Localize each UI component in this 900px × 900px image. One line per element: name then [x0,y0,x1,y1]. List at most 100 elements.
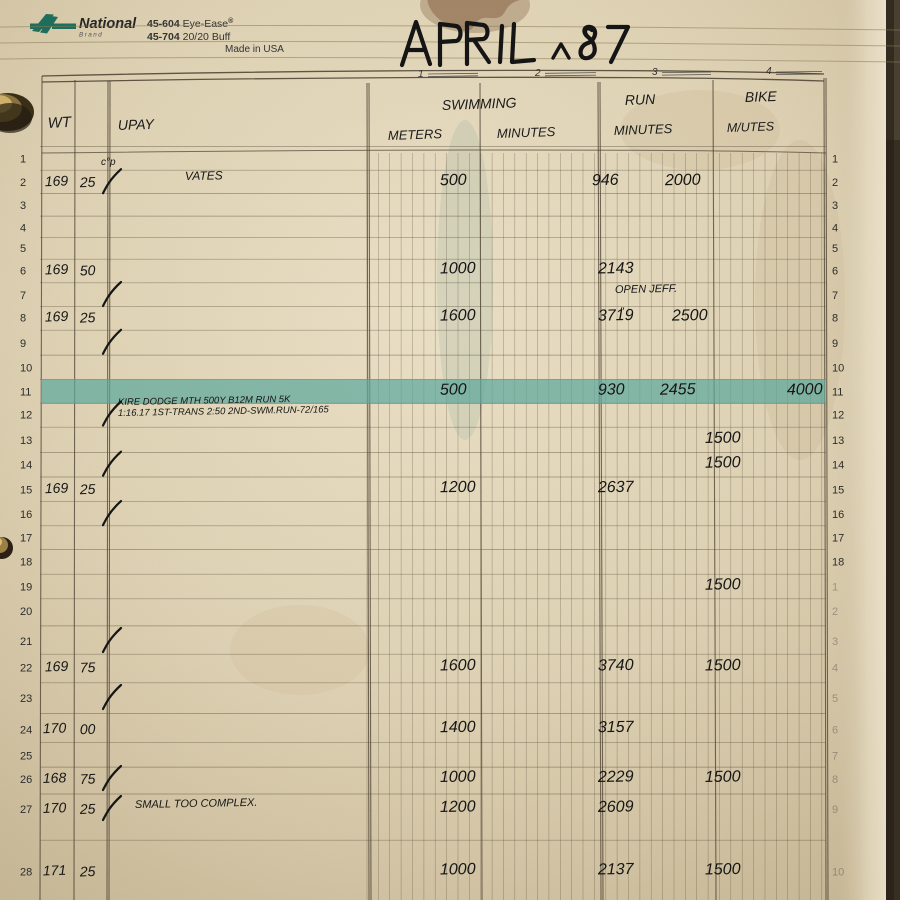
svg-text:6: 6 [832,266,838,278]
svg-text:1500: 1500 [705,768,741,786]
svg-text:16: 16 [832,509,844,521]
svg-text:169: 169 [45,479,69,496]
svg-text:3: 3 [832,636,838,648]
svg-text:170: 170 [43,719,67,736]
svg-text:3719: 3719 [598,307,634,325]
svg-text:9: 9 [832,804,838,816]
svg-text:11: 11 [20,387,31,399]
svg-text:5: 5 [832,243,838,255]
svg-text:170: 170 [43,799,67,816]
svg-text:500: 500 [440,381,467,398]
svg-text:9: 9 [832,338,838,350]
svg-text:UPAY: UPAY [118,116,156,133]
svg-text:13: 13 [832,435,844,447]
svg-text:169: 169 [45,308,69,325]
svg-text:75: 75 [80,659,96,676]
svg-text:6: 6 [20,266,26,278]
svg-text:15: 15 [832,484,844,496]
svg-text:SWIMMING: SWIMMING [442,94,517,113]
svg-text:27: 27 [20,804,32,816]
svg-text:8: 8 [832,774,838,786]
svg-text:2637: 2637 [597,479,635,497]
svg-text:8: 8 [20,313,26,325]
svg-text:17: 17 [832,533,844,545]
svg-text:169: 169 [45,261,69,278]
svg-text:14: 14 [20,460,32,472]
svg-text:75: 75 [80,770,96,787]
svg-text:12: 12 [832,410,844,422]
svg-text:OPEN JEFF.: OPEN JEFF. [615,283,677,296]
svg-text:1500: 1500 [705,861,741,879]
svg-text:1: 1 [832,153,838,165]
svg-text:10: 10 [832,362,844,374]
svg-text:Brand: Brand [79,32,103,39]
svg-text:Made in USA: Made in USA [225,44,284,55]
svg-text:25: 25 [79,309,96,326]
svg-text:26: 26 [20,774,32,786]
svg-text:18: 18 [832,557,844,569]
svg-text:7: 7 [832,290,838,302]
svg-text:1600: 1600 [440,307,476,325]
svg-text:RUN: RUN [625,91,657,108]
svg-text:22: 22 [20,663,32,675]
svg-text:2000: 2000 [664,172,701,190]
svg-text:20: 20 [20,606,32,618]
svg-text:21: 21 [20,636,32,648]
svg-text:2229: 2229 [597,768,634,786]
svg-text:169: 169 [45,658,69,675]
svg-text:MINUTES: MINUTES [614,121,673,138]
svg-text:1500: 1500 [705,657,741,675]
svg-text:10: 10 [20,362,32,374]
svg-text:MINUTES: MINUTES [497,124,556,141]
svg-text:4: 4 [20,222,26,234]
svg-text:1600: 1600 [440,657,476,675]
svg-text:10: 10 [832,867,844,879]
svg-text:VATES: VATES [185,168,223,183]
svg-text:5: 5 [832,693,838,705]
svg-text:2: 2 [20,177,26,189]
svg-text:9: 9 [20,338,26,350]
svg-text:169: 169 [45,172,69,189]
svg-text:SMALL TOO COMPLEX.: SMALL TOO COMPLEX. [135,797,258,811]
svg-text:National: National [79,16,137,32]
svg-text:2137: 2137 [597,861,635,879]
svg-text:45-604 Eye-Ease®: 45-604 Eye-Ease® [147,17,234,30]
svg-text:171: 171 [43,862,67,879]
svg-text:1: 1 [20,153,26,165]
svg-text:2609: 2609 [597,798,634,816]
svg-text:1000: 1000 [440,861,476,879]
svg-text:500: 500 [440,172,467,189]
svg-text:6: 6 [832,724,838,736]
svg-text:1000: 1000 [440,260,476,278]
svg-text:4: 4 [832,222,838,234]
svg-text:1000: 1000 [440,768,476,786]
svg-text:15: 15 [20,484,32,496]
svg-text:2: 2 [832,606,838,618]
svg-text:5: 5 [20,243,26,255]
svg-text:WT: WT [47,114,73,132]
svg-text:24: 24 [20,724,32,736]
svg-text:28: 28 [20,867,32,879]
svg-text:25: 25 [20,750,32,762]
svg-text:1200: 1200 [440,798,476,816]
svg-text:3: 3 [832,200,838,212]
svg-text:4000: 4000 [787,381,823,399]
svg-text:50: 50 [80,262,96,279]
svg-text:8: 8 [832,313,838,325]
svg-text:25: 25 [79,481,96,498]
svg-text:2: 2 [832,177,838,189]
svg-text:946: 946 [592,172,619,189]
svg-text:3: 3 [20,200,26,212]
svg-text:2143: 2143 [597,260,634,278]
svg-text:16: 16 [20,509,32,521]
svg-text:13: 13 [20,435,32,447]
svg-text:14: 14 [832,460,844,472]
svg-text:M/UTES: M/UTES [727,119,775,135]
svg-text:23: 23 [20,693,32,705]
svg-text:3: 3 [652,67,658,78]
svg-text:1500: 1500 [705,429,741,447]
svg-text:BIKE: BIKE [745,88,778,105]
svg-text:2500: 2500 [671,307,708,325]
svg-text:1500: 1500 [705,454,741,472]
svg-text:1400: 1400 [440,719,476,737]
